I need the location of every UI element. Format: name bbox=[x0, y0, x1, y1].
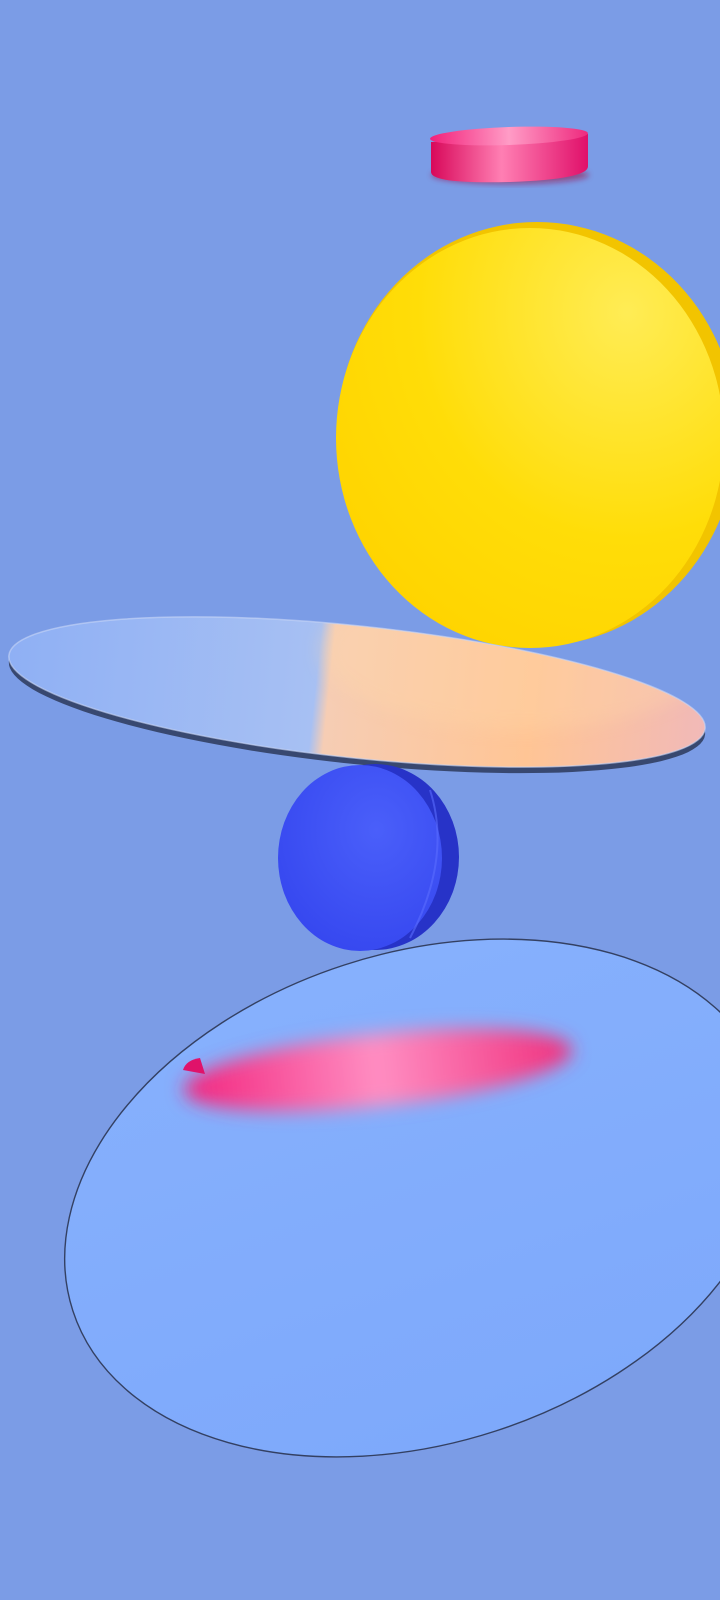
pink-disc-top bbox=[430, 126, 589, 184]
glass-disc-lower bbox=[64, 938, 720, 1458]
yellow-disc bbox=[336, 222, 720, 648]
blue-disc bbox=[278, 764, 459, 951]
pink-disc-blurred bbox=[184, 1028, 572, 1112]
